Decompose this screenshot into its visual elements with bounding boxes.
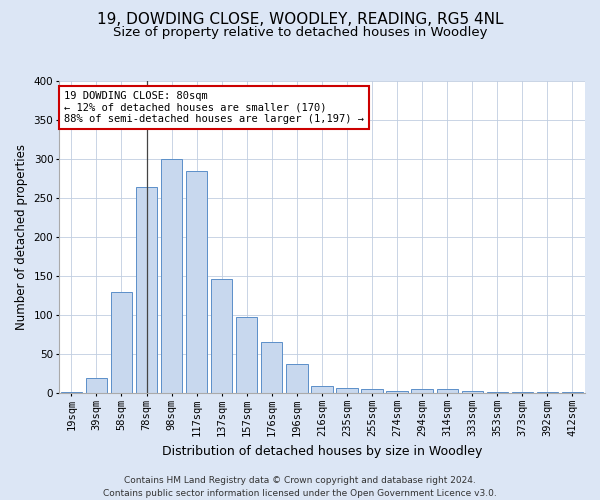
Bar	[161, 160, 182, 393]
Bar	[461, 391, 483, 393]
Bar	[386, 391, 408, 393]
Y-axis label: Number of detached properties: Number of detached properties	[15, 144, 28, 330]
Bar	[236, 317, 257, 393]
Bar	[537, 392, 558, 393]
Bar	[186, 171, 208, 393]
Bar	[61, 392, 82, 393]
Bar	[412, 389, 433, 393]
Bar	[512, 392, 533, 393]
Bar	[111, 292, 132, 393]
Bar	[86, 378, 107, 393]
Text: Contains HM Land Registry data © Crown copyright and database right 2024.
Contai: Contains HM Land Registry data © Crown c…	[103, 476, 497, 498]
Bar	[311, 386, 332, 393]
Bar	[286, 364, 308, 393]
Bar	[361, 389, 383, 393]
Bar	[337, 388, 358, 393]
Bar	[487, 392, 508, 393]
Bar	[211, 278, 232, 393]
Text: Size of property relative to detached houses in Woodley: Size of property relative to detached ho…	[113, 26, 487, 39]
Text: 19 DOWDING CLOSE: 80sqm
← 12% of detached houses are smaller (170)
88% of semi-d: 19 DOWDING CLOSE: 80sqm ← 12% of detache…	[64, 91, 364, 124]
Text: 19, DOWDING CLOSE, WOODLEY, READING, RG5 4NL: 19, DOWDING CLOSE, WOODLEY, READING, RG5…	[97, 12, 503, 28]
Bar	[562, 392, 583, 393]
X-axis label: Distribution of detached houses by size in Woodley: Distribution of detached houses by size …	[162, 444, 482, 458]
Bar	[261, 342, 283, 393]
Bar	[136, 186, 157, 393]
Bar	[437, 389, 458, 393]
